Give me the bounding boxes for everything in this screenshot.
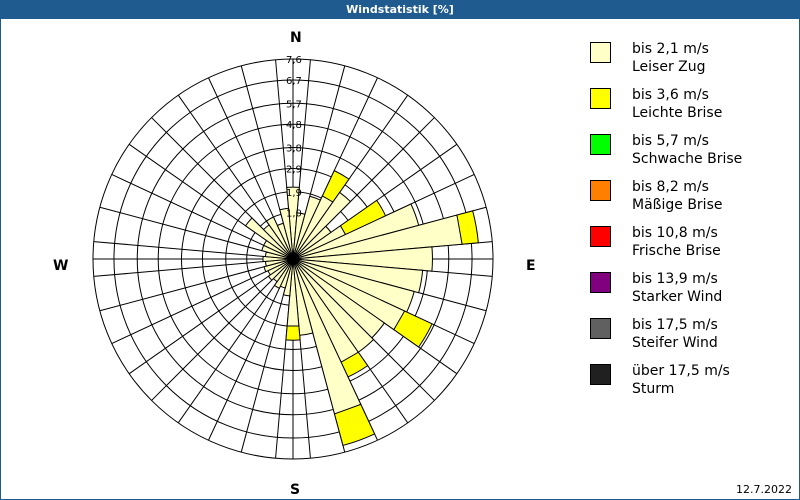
north-label: N [290, 30, 302, 46]
legend-item: bis 10,8 m/s Frische Brise [590, 224, 790, 270]
legend: bis 2,1 m/s Leiser Zug bis 3,6 m/s Leichte… [590, 40, 790, 408]
legend-swatch [590, 364, 611, 385]
svg-text:1,9: 1,9 [286, 188, 302, 199]
legend-swatch [590, 318, 611, 339]
legend-speed: bis 2,1 m/s [632, 41, 709, 57]
legend-swatch [590, 272, 611, 293]
legend-speed: bis 5,7 m/s [632, 133, 709, 149]
legend-speed: bis 17,5 m/s [632, 317, 718, 333]
legend-speed: bis 8,2 m/s [632, 179, 709, 195]
legend-desc: Sturm [632, 381, 675, 397]
legend-swatch [590, 180, 611, 201]
east-label: E [526, 258, 536, 274]
legend-desc: Starker Wind [632, 289, 723, 305]
svg-text:5,7: 5,7 [286, 99, 302, 110]
legend-item: bis 13,9 m/s Starker Wind [590, 270, 790, 316]
legend-item: über 17,5 m/s Sturm [590, 362, 790, 408]
south-label: S [290, 482, 300, 498]
window-title: Windstatistik [%] [0, 0, 800, 19]
legend-desc: Schwache Brise [632, 151, 743, 167]
svg-text:7,6: 7,6 [286, 55, 302, 66]
legend-desc: Leiser Zug [632, 59, 706, 75]
date-stamp: 12.7.2022 [736, 483, 792, 496]
west-label: W [53, 258, 68, 274]
legend-desc: Frische Brise [632, 243, 721, 259]
legend-item: bis 8,2 m/s Mäßige Brise [590, 178, 790, 224]
legend-item: bis 5,7 m/s Schwache Brise [590, 132, 790, 178]
legend-swatch [590, 88, 611, 109]
wind-sectors [244, 169, 479, 447]
legend-speed: bis 13,9 m/s [632, 271, 718, 287]
legend-item: bis 3,6 m/s Leichte Brise [590, 86, 790, 132]
legend-speed: über 17,5 m/s [632, 363, 730, 379]
legend-swatch [590, 134, 611, 155]
legend-desc: Steifer Wind [632, 335, 718, 351]
svg-text:3,8: 3,8 [286, 144, 302, 155]
svg-text:4,8: 4,8 [286, 120, 302, 131]
legend-speed: bis 3,6 m/s [632, 87, 709, 103]
legend-item: bis 2,1 m/s Leiser Zug [590, 40, 790, 86]
legend-item: bis 17,5 m/s Steifer Wind [590, 316, 790, 362]
svg-text:6,7: 6,7 [286, 76, 302, 87]
legend-desc: Mäßige Brise [632, 197, 723, 213]
ring-labels: 1,0 1,9 2,9 3,8 4,8 5,7 6,7 7,6 [286, 55, 302, 220]
legend-desc: Leichte Brise [632, 105, 723, 121]
legend-speed: bis 10,8 m/s [632, 225, 718, 241]
svg-text:2,9: 2,9 [286, 164, 302, 175]
svg-text:1,0: 1,0 [286, 209, 302, 220]
legend-swatch [590, 42, 611, 63]
legend-swatch [590, 226, 611, 247]
